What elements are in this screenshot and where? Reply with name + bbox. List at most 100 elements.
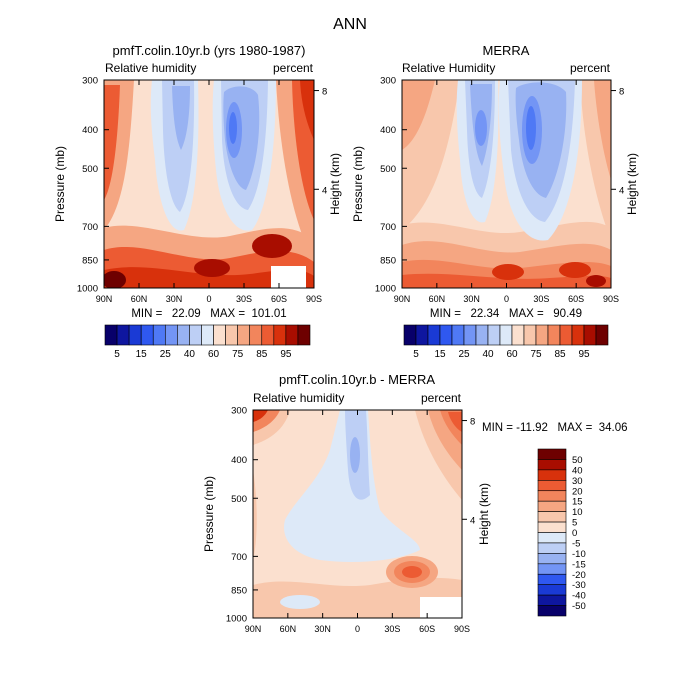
colorbar-swatch <box>537 532 567 544</box>
x-tick-label: 30S <box>533 294 549 304</box>
colorbar-swatch <box>463 324 477 346</box>
x-tick-label: 0 <box>504 294 509 304</box>
x-tick-label: 60S <box>271 294 287 304</box>
colorbar-label: -50 <box>572 601 586 612</box>
x-tick-label: 90S <box>603 294 619 304</box>
colorbar-swatch <box>537 563 567 575</box>
colorbar-label: 15 <box>136 349 148 360</box>
y-tick-label: 400 <box>82 125 98 136</box>
height-tick-label: 4 <box>619 185 624 196</box>
height-axis-title: Height (km) <box>477 483 491 545</box>
colorbar-swatch <box>164 324 178 346</box>
colorbar-label: -10 <box>572 549 586 560</box>
colorbar-swatch <box>537 542 567 554</box>
contour-region <box>402 566 422 578</box>
contour-region <box>253 410 268 422</box>
y-tick-label: 1000 <box>375 284 396 295</box>
colorbar-label: 60 <box>506 349 518 360</box>
contour-region <box>252 234 292 258</box>
contour-field <box>104 80 314 288</box>
colorbar-swatch <box>499 324 513 346</box>
panel-model: pmfT.colin.10yr.b (yrs 1980-1987) Relati… <box>53 43 342 360</box>
colorbar-swatch <box>537 594 567 606</box>
y-tick-label: 850 <box>380 255 396 266</box>
x-tick-label: 0 <box>206 294 211 304</box>
colorbar-swatch <box>583 324 597 346</box>
contour-region <box>448 412 462 432</box>
panel-title: pmfT.colin.10yr.b (yrs 1980-1987) <box>113 43 306 58</box>
height-tick-label: 4 <box>470 515 475 526</box>
colorbar-label: 95 <box>280 349 292 360</box>
min-max-stats: MIN = -11.92 MAX = 34.06 <box>482 422 628 434</box>
missing-data-mask <box>420 597 462 618</box>
contour-region <box>300 80 314 140</box>
colorbar-label: 75 <box>232 349 244 360</box>
colorbar-swatch <box>475 324 489 346</box>
figure-title: ANN <box>333 16 367 33</box>
colorbar-swatch <box>523 324 537 346</box>
colorbar-swatch <box>537 553 567 565</box>
contour-region <box>280 595 320 609</box>
colorbar-label: 5 <box>413 349 419 360</box>
contour-region <box>104 271 126 288</box>
colorbar-label: 0 <box>572 528 577 539</box>
colorbar-swatch <box>273 324 287 346</box>
colorbar-swatch <box>403 324 417 346</box>
colorbar-label: -20 <box>572 570 586 581</box>
colorbar-swatch <box>201 324 214 346</box>
y-tick-label: 1000 <box>77 284 98 295</box>
x-tick-label: 90N <box>96 294 113 304</box>
variable-label: Relative Humidity <box>402 61 495 75</box>
contour-region <box>350 437 360 473</box>
colorbar-swatch <box>297 324 311 346</box>
colorbar-label: -15 <box>572 559 586 570</box>
colorbar-swatch <box>537 469 567 481</box>
height-axis-title: Height (km) <box>625 153 639 215</box>
colorbar-label: 10 <box>572 507 583 518</box>
colorbar-label: 25 <box>458 349 470 360</box>
x-tick-label: 60S <box>419 624 435 634</box>
colorbar-swatch <box>261 324 275 346</box>
x-tick-label: 90S <box>454 624 470 634</box>
colorbar-label: 50 <box>572 455 583 466</box>
x-tick-label: 60N <box>131 294 148 304</box>
colorbar-swatch <box>116 324 130 346</box>
height-tick-label: 8 <box>470 417 475 428</box>
contour-region <box>492 264 524 280</box>
colorbar-label: 85 <box>554 349 566 360</box>
y-tick-label: 300 <box>82 76 98 87</box>
panel-title: pmfT.colin.10yr.b - MERRA <box>279 372 435 387</box>
colorbar-swatch <box>415 324 429 346</box>
colorbar-label: 40 <box>482 349 494 360</box>
y-tick-label: 500 <box>82 164 98 175</box>
axes: 90N 60N 30N 0 30S 60S 90S 300 400 500 700 850 1000 4 8… <box>202 406 491 635</box>
contour-region <box>586 275 606 287</box>
panel-reanalysis: MERRA Relative Humidity percent <box>351 43 639 360</box>
colorbar-swatch <box>140 324 154 346</box>
y-tick-label: 700 <box>380 222 396 233</box>
height-tick-label: 8 <box>322 87 327 98</box>
colorbar-swatch <box>537 448 567 460</box>
colorbar-label: 40 <box>184 349 196 360</box>
variable-label: Relative humidity <box>253 391 344 405</box>
colorbar-swatch <box>177 324 190 346</box>
x-tick-label: 90N <box>245 624 262 634</box>
height-axis-title: Height (km) <box>328 153 342 215</box>
contour-field <box>402 80 611 288</box>
x-tick-label: 30S <box>384 624 400 634</box>
colorbar-swatch <box>537 480 567 492</box>
colorbar-swatch <box>249 324 263 346</box>
y-tick-label: 850 <box>231 585 247 596</box>
x-tick-label: 60S <box>568 294 584 304</box>
y-tick-label: 700 <box>231 552 247 563</box>
colorbar-label: 75 <box>530 349 542 360</box>
variable-label: Relative humidity <box>105 61 196 75</box>
panel-title: MERRA <box>483 43 530 58</box>
x-tick-label: 0 <box>355 624 360 634</box>
contour-region <box>229 112 237 144</box>
colorbar-swatch <box>547 324 561 346</box>
colorbar-label: 5 <box>114 349 120 360</box>
y-tick-label: 300 <box>380 76 396 87</box>
